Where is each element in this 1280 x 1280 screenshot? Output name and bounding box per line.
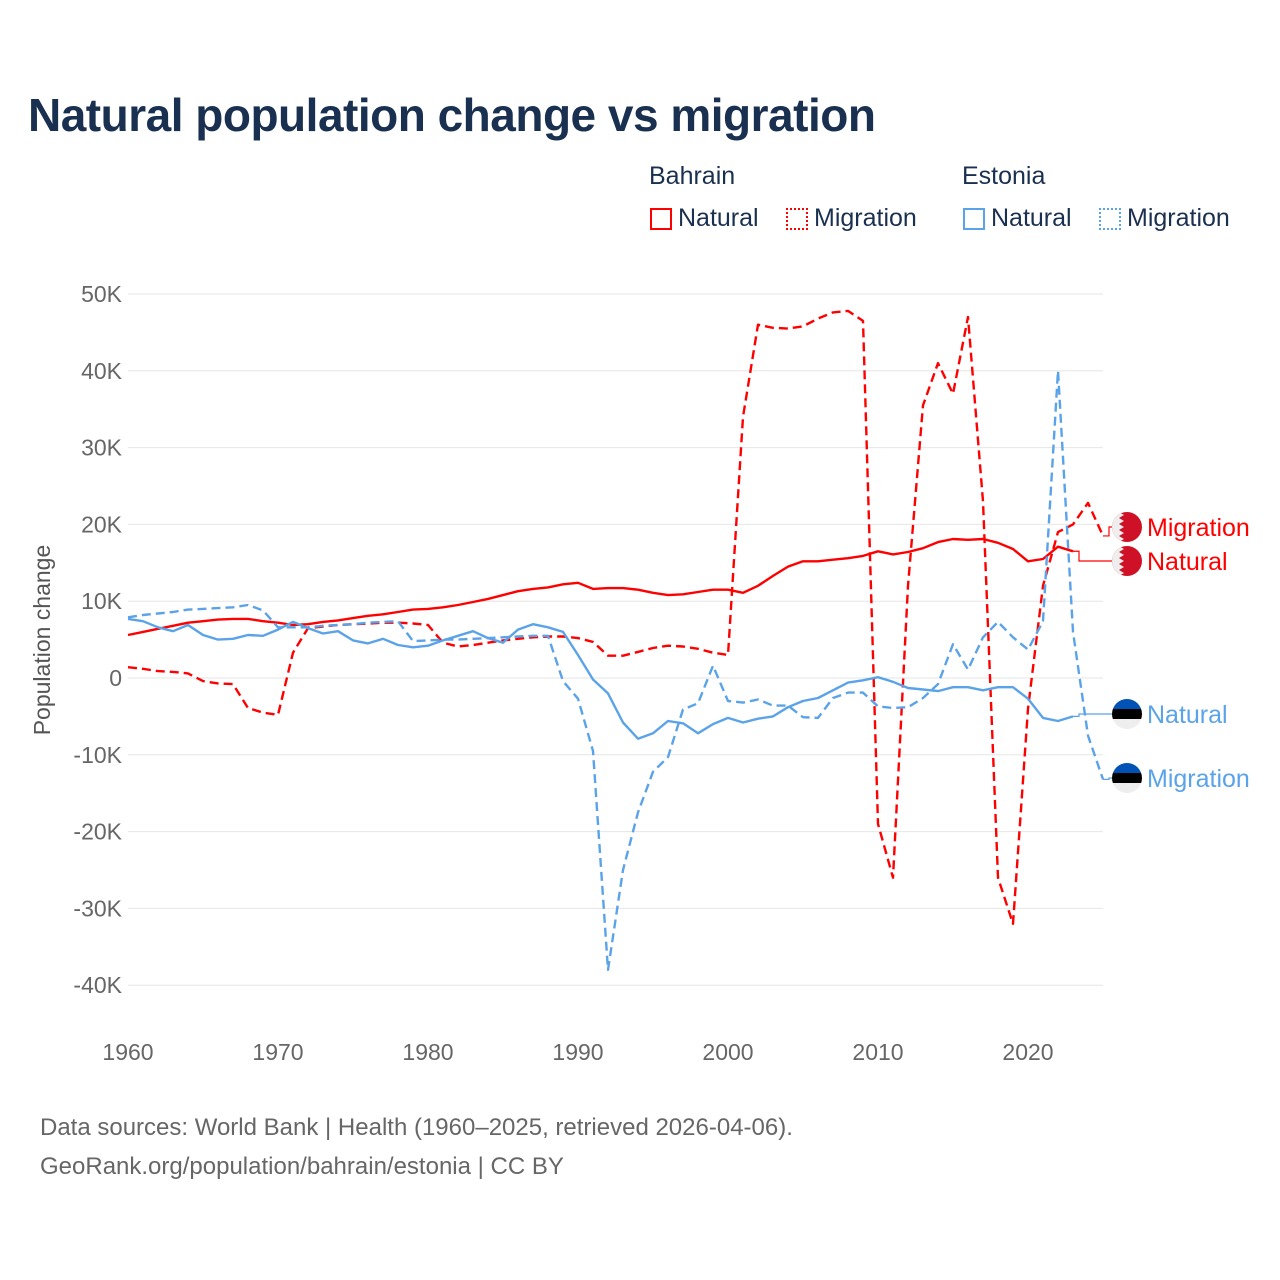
x-tick-label: 2020 bbox=[1002, 1039, 1053, 1065]
flag-black bbox=[1112, 773, 1142, 783]
y-tick-label: 20K bbox=[81, 511, 123, 537]
legend-swatch-solid bbox=[650, 207, 672, 230]
end-label-bahrain: Migration bbox=[1147, 514, 1250, 542]
legend-label: Migration bbox=[814, 204, 917, 232]
legend-item-bahrain-migration[interactable]: Migration bbox=[786, 204, 917, 233]
flag-white bbox=[1112, 783, 1142, 793]
legend-label: Natural bbox=[678, 204, 759, 232]
label-connector bbox=[1073, 713, 1113, 718]
label-connector bbox=[1103, 777, 1113, 780]
end-label-estonia: Natural bbox=[1147, 701, 1228, 729]
legend-group-estonia: Estonia bbox=[962, 162, 1046, 190]
legend-swatch-solid bbox=[963, 207, 985, 230]
flag-blue bbox=[1112, 763, 1142, 773]
source-note: Data sources: World Bank | Health (1960–… bbox=[40, 1114, 793, 1141]
legend-item-bahrain-natural[interactable]: Natural bbox=[650, 204, 759, 233]
bahrain-flag-icon bbox=[1112, 512, 1142, 542]
flag-body bbox=[1112, 763, 1142, 793]
y-tick-label: 30K bbox=[81, 435, 123, 461]
legend-label: Migration bbox=[1127, 204, 1230, 232]
flag-red bbox=[1112, 546, 1142, 576]
series-line-bahrain-natural bbox=[127, 537, 1074, 637]
y-tick-label: 50K bbox=[81, 281, 123, 307]
bahrain-flag-icon bbox=[1112, 546, 1142, 576]
legend-swatch-dotted bbox=[786, 207, 808, 230]
x-tick-label: 1990 bbox=[552, 1039, 603, 1065]
legend-item-estonia-migration[interactable]: Migration bbox=[1099, 204, 1230, 233]
flag-white bbox=[1112, 512, 1124, 542]
end-label-bahrain: Natural bbox=[1147, 548, 1228, 576]
flag-blue bbox=[1112, 699, 1142, 709]
x-tick-label: 2010 bbox=[852, 1039, 903, 1065]
flag-body bbox=[1112, 546, 1142, 576]
flag-body bbox=[1112, 699, 1142, 729]
footer: Data sources: World Bank | Health (1960–… bbox=[40, 1108, 793, 1186]
flag-body bbox=[1112, 512, 1142, 542]
x-tick-label: 1960 bbox=[102, 1039, 153, 1065]
x-tick-label: 1980 bbox=[402, 1039, 453, 1065]
x-tick-label: 2000 bbox=[702, 1039, 753, 1065]
y-tick-label: -30K bbox=[73, 895, 122, 921]
series-line-estonia-migration bbox=[127, 369, 1105, 971]
flag-black bbox=[1112, 709, 1142, 719]
estonia-flag-icon bbox=[1112, 763, 1142, 793]
y-tick-label: -10K bbox=[73, 742, 122, 768]
legend-group-bahrain: Bahrain bbox=[649, 162, 736, 190]
y-tick-label: 10K bbox=[81, 588, 123, 614]
estonia-flag-icon bbox=[1112, 699, 1142, 729]
series-line-bahrain-migration bbox=[127, 309, 1105, 925]
y-tick-label: -20K bbox=[73, 819, 122, 845]
flag-red bbox=[1112, 512, 1142, 542]
chart-title: Natural population change vs migration bbox=[28, 89, 876, 141]
legend-swatch-dotted bbox=[1099, 207, 1121, 230]
y-tick-label: -40K bbox=[73, 972, 122, 998]
end-label-estonia: Migration bbox=[1147, 765, 1250, 793]
label-connector bbox=[1103, 526, 1113, 537]
attribution-link[interactable]: GeoRank.org/population/bahrain/estonia |… bbox=[40, 1153, 564, 1180]
legend-label: Natural bbox=[991, 204, 1072, 232]
flag-white bbox=[1112, 546, 1124, 576]
x-tick-label: 1970 bbox=[252, 1039, 303, 1065]
y-tick-label: 40K bbox=[81, 358, 123, 384]
series-line-estonia-natural bbox=[127, 617, 1074, 740]
y-tick-label: 0 bbox=[109, 665, 122, 691]
legend-item-estonia-natural[interactable]: Natural bbox=[963, 204, 1072, 233]
flag-white bbox=[1112, 719, 1142, 729]
y-axis-label: Population change bbox=[29, 545, 55, 736]
label-connector bbox=[1073, 550, 1113, 562]
